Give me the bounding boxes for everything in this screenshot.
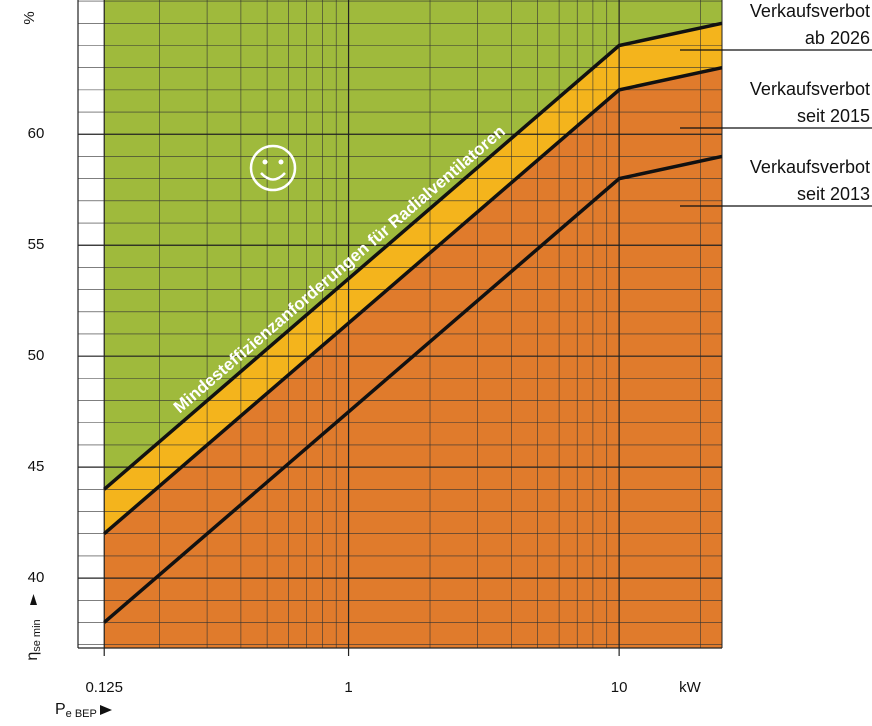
smiley-mouth xyxy=(260,172,286,181)
grid xyxy=(77,0,723,656)
label-subscript: e BEP xyxy=(66,708,97,720)
y-tick-label: 40 xyxy=(28,569,45,586)
label-subscript: se min xyxy=(31,619,43,651)
y-label: ηse min xyxy=(24,619,43,660)
series-line xyxy=(103,65,723,536)
x-unit: kW xyxy=(679,679,702,696)
x-label: Pe BEP xyxy=(55,701,97,720)
y-tick-label: 60 xyxy=(28,125,45,142)
label-symbol: η xyxy=(24,652,41,661)
x-tick-label: 1 xyxy=(344,679,352,696)
lines xyxy=(103,21,723,624)
smiley-eye xyxy=(278,159,284,165)
smiley xyxy=(249,144,297,192)
y-arrow xyxy=(30,594,37,605)
y-tick-label: 50 xyxy=(28,347,45,364)
legend-label: Verkaufsverbot seit 2015 xyxy=(750,79,870,126)
y-tick-label: 55 xyxy=(28,236,45,253)
x-tick-label: 10 xyxy=(611,679,628,696)
legend-label: Verkaufsverbot seit 2013 xyxy=(750,157,870,204)
x-tick-label: 0.125 xyxy=(85,679,123,696)
series-line xyxy=(103,21,723,491)
series-line xyxy=(103,154,723,624)
y-unit: % xyxy=(21,11,38,24)
x-arrow xyxy=(100,705,112,715)
y-tick-label: 45 xyxy=(28,458,45,475)
label-symbol: P xyxy=(55,701,66,718)
zones xyxy=(104,0,722,648)
zone xyxy=(104,156,722,648)
smiley-eye xyxy=(262,159,268,165)
legend-label: Verkaufsverbot ab 2026 xyxy=(750,1,870,48)
